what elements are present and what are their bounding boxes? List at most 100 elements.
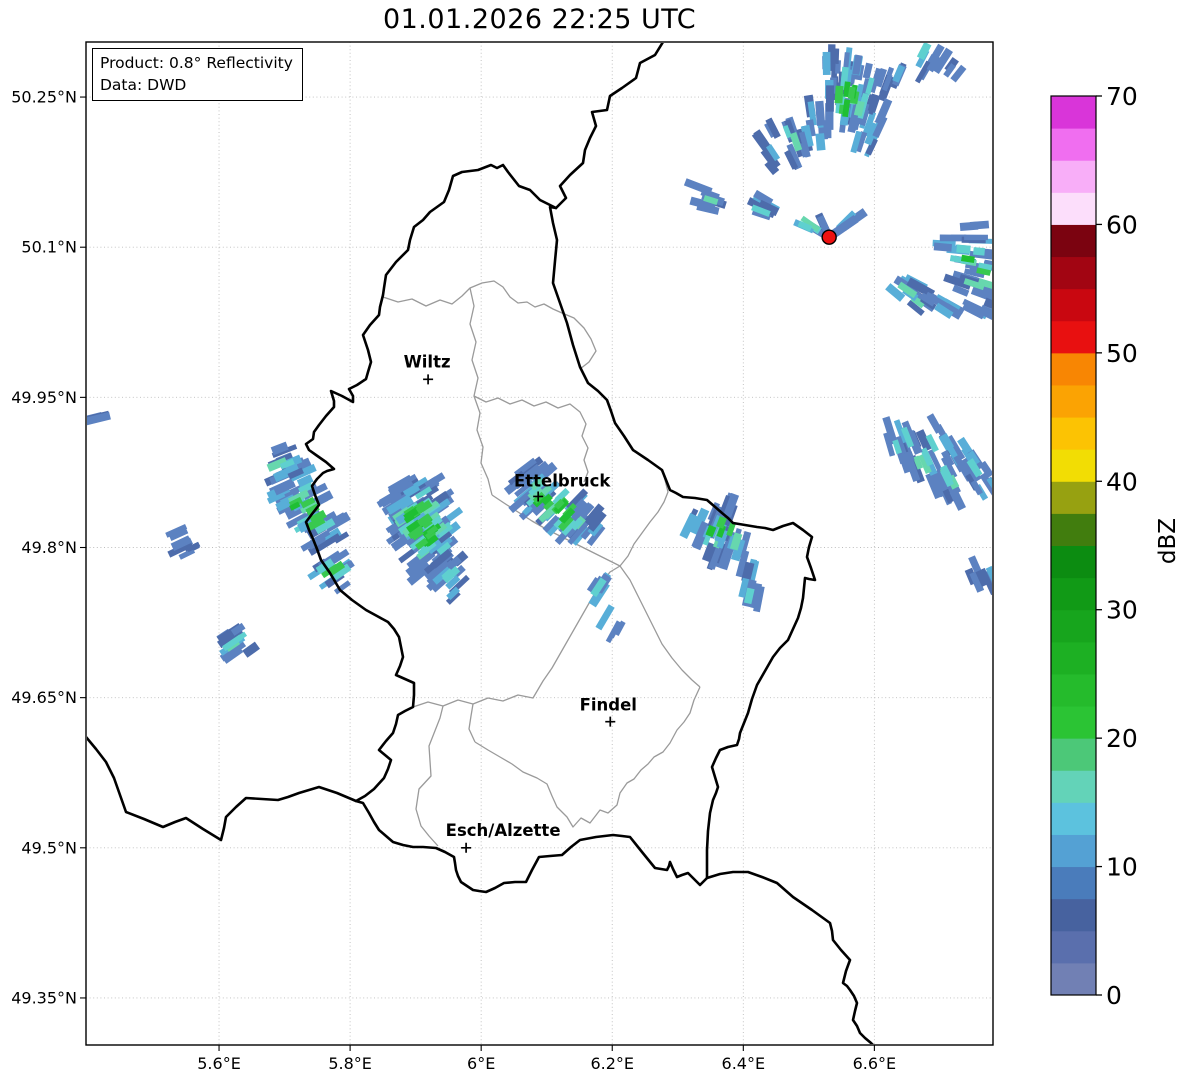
france-germany-border — [705, 870, 874, 1044]
colorbar-segment — [1051, 352, 1096, 386]
radar-echo-bin — [938, 433, 955, 451]
x-tick-label: 5.6°E — [197, 1054, 241, 1073]
radar-echo-bin — [936, 472, 950, 489]
city-plus-marker — [423, 374, 434, 385]
radar-echo-bin — [414, 486, 432, 500]
radar-echo-bin — [719, 494, 734, 514]
radar-echo-bin — [862, 62, 873, 79]
radar-echo-bin — [595, 604, 615, 631]
district-boundary-line — [468, 703, 476, 743]
colorbar-segment — [1051, 384, 1096, 418]
radar-echo-bin — [416, 513, 433, 527]
radar-echo-bin — [288, 496, 303, 508]
radar-echo-bin — [926, 413, 943, 434]
radar-echo-bin — [614, 620, 626, 637]
radar-echo-bin — [934, 302, 954, 319]
y-tick-label: 49.65°N — [11, 688, 77, 707]
radar-echo-bin — [942, 488, 954, 504]
radar-echo-bin — [529, 476, 545, 491]
radar-echo-bin — [970, 479, 983, 496]
radar-echo-bin — [950, 64, 967, 83]
radar-echo-bin — [952, 284, 970, 297]
grid-lines: 5.6°E 5.8°E 6°E 6.2°E 6.4°E 6.6°E 50.25°N 50.1°… — [11, 42, 993, 1073]
radar-echo-bin — [990, 301, 992, 307]
radar-echo-bin — [858, 108, 870, 126]
radar-echo-bin — [875, 67, 887, 88]
radar-echo-bin — [441, 568, 455, 581]
radar-echo-bin — [552, 489, 569, 506]
radar-echo-bin — [805, 119, 816, 137]
colorbar-segment — [1051, 513, 1096, 546]
city-label: Ettelbruck — [514, 471, 611, 490]
radar-echo-bin — [852, 54, 863, 75]
radar-echo-bin — [561, 518, 578, 536]
radar-echo-bin — [920, 447, 934, 467]
radar-echo-bin — [178, 548, 196, 560]
radar-echo-bin — [266, 457, 288, 472]
radar-echo-bin — [415, 537, 429, 550]
radar-echo-bin — [943, 273, 972, 290]
radar-echo-bin — [168, 526, 189, 541]
radar-echo-bin — [893, 419, 908, 444]
radar-echo-bin — [170, 535, 192, 552]
radar-echo-bin — [223, 647, 244, 664]
radar-echo-bin — [963, 268, 980, 277]
radar-echo-bin — [723, 492, 740, 518]
radar-echo-bin — [219, 640, 247, 662]
radar-echo-bin — [831, 214, 859, 238]
colorbar-tick-label: 30 — [1106, 596, 1138, 625]
radar-echo-bin — [765, 144, 781, 162]
radar-echo-bin — [387, 483, 403, 497]
x-tick-label: 6.4°E — [722, 1054, 766, 1073]
radar-echo-bin — [906, 299, 925, 317]
radar-echo-bin — [885, 283, 906, 302]
radar-echo-bin — [314, 533, 341, 553]
district-boundary-line — [474, 686, 701, 828]
radar-echo-bin — [977, 262, 992, 273]
radar-echo-bin — [692, 529, 708, 551]
radar-echo-bin — [446, 586, 461, 601]
radar-echo-bin — [901, 420, 917, 444]
radar-echo-bin — [983, 259, 992, 269]
france-border — [87, 736, 358, 842]
city-plus-marker — [461, 842, 472, 853]
product-info-line2: Data: DWD — [100, 76, 187, 94]
radar-echo-bin — [424, 485, 440, 498]
radar-echo-bin — [87, 411, 111, 426]
radar-echo-bin — [765, 117, 781, 139]
radar-echo-bin — [943, 303, 963, 320]
radar-echo-bin — [996, 291, 1015, 297]
radar-echo-bin — [843, 81, 851, 98]
radar-echo-bin — [786, 143, 803, 170]
radar-echo-bin — [815, 100, 826, 126]
colorbar-segment — [1051, 288, 1096, 322]
radar-echo-bin — [287, 467, 304, 480]
y-tick-label: 50.1°N — [21, 238, 77, 257]
radar-echo-bin — [554, 498, 565, 510]
radar-echo-bin — [424, 535, 438, 548]
radar-echo-bin — [949, 489, 966, 511]
radar-echo-bin — [751, 209, 771, 221]
city-plus-marker — [533, 491, 544, 502]
radar-echo-bin — [855, 83, 864, 100]
radar-echo-bin — [570, 524, 590, 546]
radar-echo-bin — [815, 133, 826, 151]
y-tick-label: 49.95°N — [11, 388, 77, 407]
radar-echo-bin — [517, 456, 544, 479]
radar-echo-bin — [542, 499, 554, 511]
radar-echo-bin — [445, 574, 461, 590]
radar-echo-bin — [925, 433, 939, 453]
radar-echo-bin — [296, 474, 314, 488]
radar-echo-bin — [222, 634, 243, 652]
radar-echo-bin — [912, 455, 924, 470]
radar-echo-bin — [914, 60, 931, 84]
radar-echo-bin — [895, 435, 907, 455]
radar-echo-bin — [784, 118, 796, 136]
radar-echo-bin — [586, 524, 606, 547]
radar-echo-bin — [970, 286, 992, 301]
colorbar-segment — [1051, 641, 1096, 675]
radar-echo-bin — [333, 580, 351, 595]
colorbar-segment — [1051, 866, 1096, 900]
radar-echo-bin — [735, 549, 750, 578]
radar-echo-bin — [287, 489, 310, 505]
